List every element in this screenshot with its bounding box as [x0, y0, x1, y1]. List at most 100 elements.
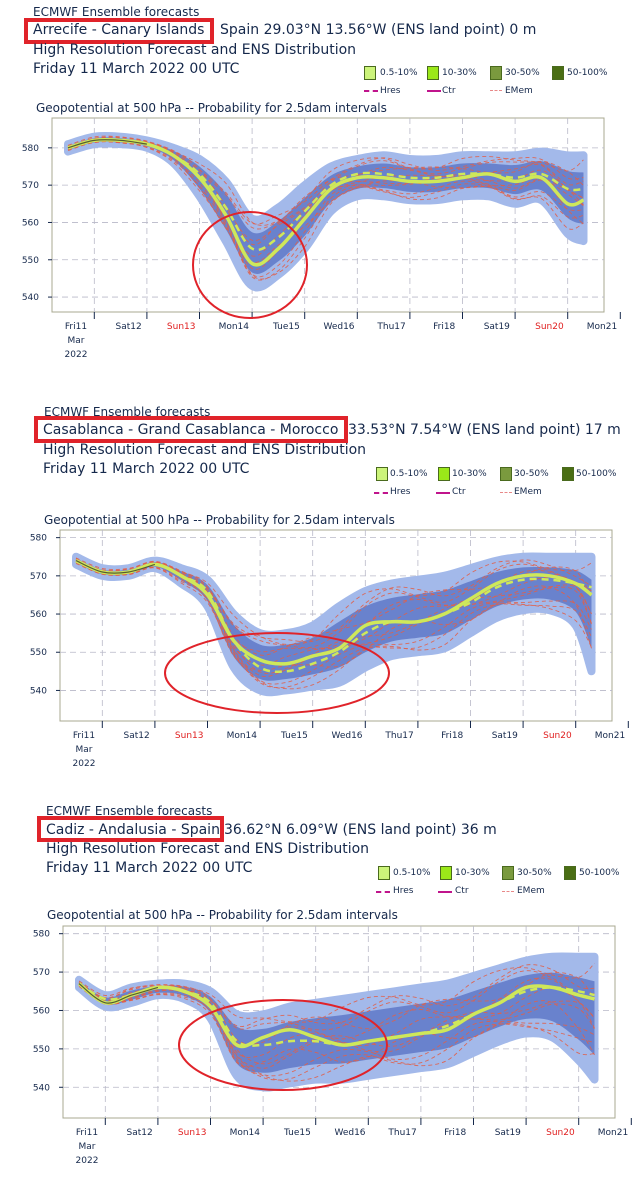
x-tick-label: Sun20 [546, 1128, 575, 1138]
header-line: ECMWF Ensemble forecasts [44, 405, 211, 419]
x-tick-label: Mon14 [219, 322, 250, 332]
x-tick-label: Wed16 [323, 322, 354, 332]
x-sub-label: Mar [68, 336, 85, 346]
legend-label-emem: EMem [514, 487, 542, 497]
x-tick-label: Sun20 [543, 731, 572, 741]
x-tick-label: Mon14 [230, 1128, 261, 1138]
x-tick-label: Sat12 [115, 322, 141, 332]
legend-line-ctr [436, 492, 450, 494]
legend-label-1: 10-30% [455, 868, 490, 878]
x-tick-label: Tue15 [280, 731, 308, 741]
ens-member-line [75, 561, 592, 689]
legend-swatch-3 [552, 66, 564, 80]
legend-label-3: 50-100% [579, 868, 620, 878]
forecast-panel-casablanca: ECMWF Ensemble forecasts Casablanca - Gr… [0, 400, 640, 790]
x-tick-label: Wed16 [334, 1128, 365, 1138]
legend-line-emem [500, 492, 512, 493]
header-line: ECMWF Ensemble forecasts [33, 5, 200, 19]
x-tick-label: Fri18 [441, 731, 463, 741]
legend-label-ctr: Ctr [455, 886, 469, 896]
annotation-ellipse [192, 211, 308, 319]
x-sub-label: Mar [76, 745, 93, 755]
x-tick-label: Fri11 [73, 731, 95, 741]
legend: 0.5-10% 10-30% 30-50% 50-100% Hres Ctr E… [362, 64, 622, 96]
location-highlight-box [37, 816, 224, 842]
ens-member-line [67, 141, 584, 280]
series-emem [67, 138, 584, 252]
y-tick-label: 560 [30, 610, 47, 620]
location-coords: Spain 29.03°N 13.56°W (ENS land point) 0… [220, 22, 537, 38]
x-tick-label: Sun13 [175, 731, 204, 741]
subtitle-line: High Resolution Forecast and ENS Distrib… [43, 442, 367, 458]
series-ctr [78, 983, 159, 1004]
chart-cadiz: 540 550 560 570 580 Fri11 Sat12 Sun13 Mon14 Tue15… [33, 925, 632, 1166]
legend-label-2: 30-50% [514, 469, 549, 479]
x-tick-label: Sat19 [495, 1128, 521, 1138]
ens-member-line [75, 558, 592, 643]
legend: 0.5-10% 10-30% 30-50% 50-100% Hres Ctr E… [374, 465, 634, 497]
legend-swatch-1 [440, 866, 452, 880]
x-tick-label: Mon21 [595, 731, 625, 741]
forecast-panel-cadiz: ECMWF Ensemble forecasts Cadiz - Andalus… [0, 798, 640, 1188]
legend-swatch-1 [438, 467, 450, 481]
legend-label-0: 0.5-10% [393, 868, 431, 878]
legend-label-3: 50-100% [567, 68, 608, 78]
ens-member-line [75, 563, 592, 690]
legend-swatch-0 [378, 866, 390, 880]
legend-label-emem: EMem [505, 86, 533, 96]
y-tick-label: 580 [22, 144, 39, 154]
legend-label-hres: Hres [393, 886, 414, 896]
ens-member-line [78, 985, 595, 1067]
x-tick-label: Mon14 [227, 731, 258, 741]
legend: 0.5-10% 10-30% 30-50% 50-100% Hres Ctr E… [376, 864, 636, 896]
legend-line-hres [364, 90, 378, 92]
chart-arrecife: 540 550 560 570 580 Fri11 Sat12 Sun13 Mon14 Tue15… [22, 117, 621, 360]
y-tick-label: 540 [30, 686, 47, 696]
y-tick-label: 570 [33, 968, 50, 978]
ens-member-line [67, 141, 584, 281]
ens-member-line [78, 982, 595, 1065]
legend-swatch-1 [427, 66, 439, 80]
legend-line-hres [376, 891, 390, 893]
y-tick-label: 550 [33, 1045, 50, 1055]
legend-label-ctr: Ctr [452, 487, 466, 497]
legend-line-hres [374, 492, 388, 494]
ens-member-line [67, 136, 584, 225]
legend-swatch-2 [490, 66, 502, 80]
y-tick-label: 550 [30, 648, 47, 658]
legend-label-2: 30-50% [505, 68, 540, 78]
location-coords: 33.53°N 7.54°W (ENS land point) 17 m [348, 422, 621, 438]
x-tick-label: Fri11 [76, 1128, 98, 1138]
y-tick-label: 560 [22, 218, 39, 228]
x-tick-label: Sun13 [178, 1128, 207, 1138]
ens-member-line [78, 984, 595, 1077]
chart-title: Geopotential at 500 hPa -- Probability f… [47, 908, 398, 922]
x-tick-label: Sat19 [484, 322, 510, 332]
ens-member-line [78, 985, 595, 1081]
date-line: Friday 11 March 2022 00 UTC [46, 860, 253, 876]
ens-member-line [67, 140, 584, 278]
legend-swatch-2 [502, 866, 514, 880]
y-tick-label: 580 [30, 534, 47, 544]
series-ctr [67, 139, 147, 149]
legend-label-1: 10-30% [452, 469, 487, 479]
legend-line-emem [490, 90, 502, 91]
series-ctr [75, 560, 156, 574]
x-tick-label: Thu17 [384, 731, 413, 741]
x-tick-label: Tue15 [283, 1128, 311, 1138]
y-tick-label: 580 [33, 930, 50, 940]
legend-label-3: 50-100% [576, 469, 617, 479]
legend-label-2: 30-50% [517, 868, 552, 878]
date-line: Friday 11 March 2022 00 UTC [33, 61, 240, 77]
legend-label-hres: Hres [390, 487, 411, 497]
ens-member-line [67, 138, 584, 246]
forecast-panel-arrecife: ECMWF Ensemble forecasts Arrecife - Cana… [0, 0, 640, 380]
annotation-ellipse [178, 999, 388, 1091]
ens-member-line [75, 561, 592, 685]
legend-swatch-0 [376, 467, 388, 481]
legend-swatch-0 [364, 66, 376, 80]
x-sub-label: Mar [79, 1142, 96, 1152]
ens-member-line [67, 135, 584, 226]
legend-label-0: 0.5-10% [390, 469, 428, 479]
x-tick-label: Sat12 [126, 1128, 152, 1138]
